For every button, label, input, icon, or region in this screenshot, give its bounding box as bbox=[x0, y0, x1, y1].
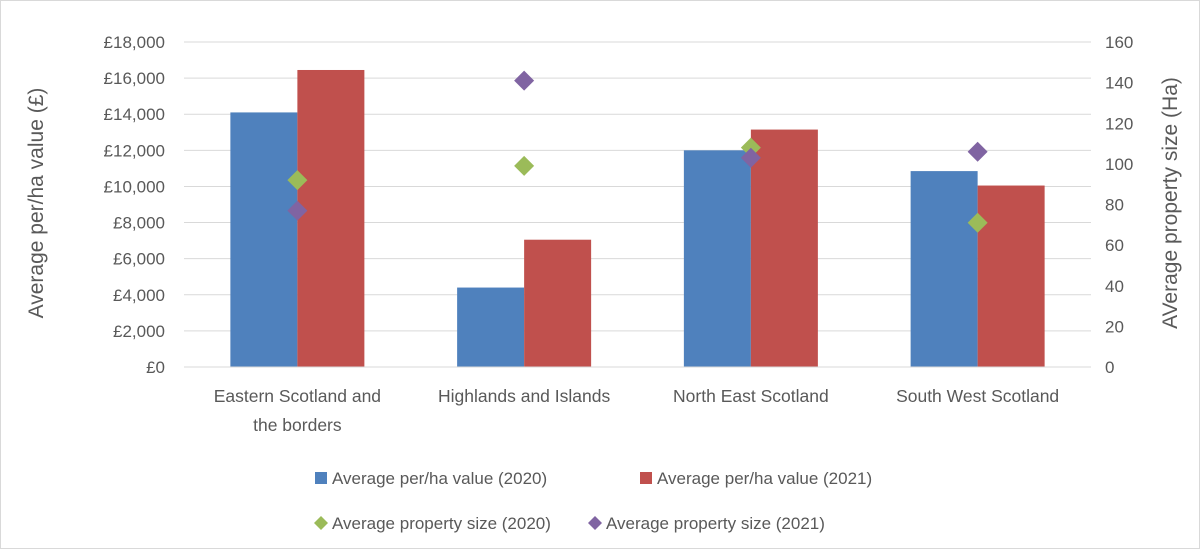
legend-swatch bbox=[314, 516, 328, 530]
bar bbox=[524, 239, 592, 367]
y-tick-label: £10,000 bbox=[104, 177, 165, 196]
y2-tick-label: 80 bbox=[1105, 196, 1124, 215]
y2-tick-label: 20 bbox=[1105, 317, 1124, 336]
legend-swatch bbox=[640, 472, 652, 484]
legend-swatch bbox=[588, 516, 602, 530]
marker-point bbox=[740, 147, 761, 168]
axes: £0 £2,000 £4,000 £6,000 £8,000 £10,000 £12,000… bbox=[104, 33, 1134, 435]
marker-point bbox=[514, 155, 535, 176]
y-tick-label: £18,000 bbox=[104, 33, 165, 52]
marker-point bbox=[287, 200, 308, 221]
bar bbox=[230, 112, 298, 368]
x-tick-label: Highlands and Islands bbox=[438, 386, 610, 406]
marker-point bbox=[967, 141, 988, 162]
y-tick-label: £8,000 bbox=[113, 214, 165, 233]
bar bbox=[457, 287, 525, 367]
y-tick-label: £12,000 bbox=[104, 141, 165, 160]
bar-series bbox=[230, 69, 1045, 368]
marker-point bbox=[287, 170, 308, 191]
y-tick-label: £16,000 bbox=[104, 69, 165, 88]
y2-axis-title: AVerage property size (Ha) bbox=[1159, 77, 1182, 329]
y2-tick-label: 100 bbox=[1105, 155, 1133, 174]
x-tick-label: the borders bbox=[253, 415, 342, 435]
marker-point bbox=[514, 70, 535, 91]
y-axis-title: Average per/ha value (£) bbox=[25, 88, 48, 319]
y-tick-label: £14,000 bbox=[104, 105, 165, 124]
legend: Average per/ha value (2020) Average per/h… bbox=[314, 469, 872, 533]
x-tick-label: North East Scotland bbox=[673, 386, 829, 406]
y2-tick-label: 0 bbox=[1105, 358, 1114, 377]
y2-tick-label: 40 bbox=[1105, 277, 1124, 296]
y2-tick-label: 160 bbox=[1105, 33, 1133, 52]
marker-point bbox=[740, 137, 761, 158]
legend-label: Average per/ha value (2020) bbox=[332, 469, 547, 488]
y-tick-label: £0 bbox=[146, 358, 165, 377]
bar bbox=[750, 129, 818, 367]
y-tick-label: £2,000 bbox=[113, 322, 165, 341]
x-tick-label: Eastern Scotland and bbox=[214, 386, 381, 406]
bar bbox=[977, 185, 1045, 367]
marker-point bbox=[967, 212, 988, 233]
y2-tick-label: 120 bbox=[1105, 114, 1133, 133]
y2-tick-label: 60 bbox=[1105, 236, 1124, 255]
legend-swatch bbox=[315, 472, 327, 484]
marker-series bbox=[287, 70, 988, 233]
y-tick-label: £6,000 bbox=[113, 250, 165, 269]
y2-tick-label: 140 bbox=[1105, 74, 1133, 93]
legend-label: Average property size (2020) bbox=[332, 514, 551, 533]
legend-label: Average per/ha value (2021) bbox=[657, 469, 872, 488]
bar bbox=[683, 150, 751, 367]
bar bbox=[910, 171, 978, 367]
legend-label: Average property size (2021) bbox=[606, 514, 825, 533]
bar bbox=[297, 69, 365, 367]
x-tick-label: South West Scotland bbox=[896, 386, 1059, 406]
y-tick-label: £4,000 bbox=[113, 286, 165, 305]
